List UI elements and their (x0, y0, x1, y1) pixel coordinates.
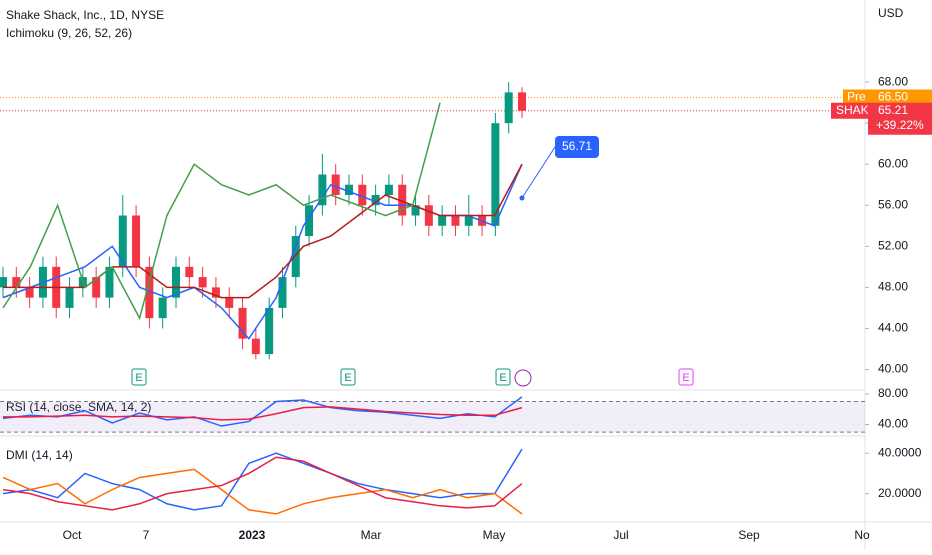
candle-body (185, 266, 194, 278)
candle-body (331, 174, 340, 195)
candle-body (105, 266, 114, 298)
chart-title: Shake Shack, Inc., 1D, NYSE (6, 8, 164, 22)
candle-body (424, 205, 433, 226)
rsi-line (3, 406, 523, 421)
indicator-label: Ichimoku (9, 26, 52, 26) (6, 26, 132, 40)
candle-body (438, 215, 447, 226)
candle-body (132, 215, 141, 267)
y-tick-label: 60.00 (878, 156, 908, 170)
pre-value: 66.50 (878, 90, 908, 104)
x-tick-label: No (854, 528, 870, 542)
candle-body (225, 297, 234, 308)
x-tick-label: 7 (143, 528, 150, 542)
candle-body (278, 277, 287, 308)
y-tick-label: 40.0000 (878, 445, 922, 459)
y-tick-label: 20.0000 (878, 486, 922, 500)
candle-body (211, 287, 220, 298)
dmi-line (2, 448, 523, 511)
event-label: E (135, 372, 142, 384)
currency: USD (878, 6, 904, 20)
pre-value-badge (868, 89, 932, 106)
candle-body (491, 123, 500, 226)
candle-body (198, 277, 207, 288)
last-badge (868, 102, 932, 135)
candle-body (251, 338, 260, 355)
rsi-title: RSI (14, close, SMA, 14, 2) (6, 400, 151, 414)
symbol-label: SHAK (836, 103, 869, 117)
callout-leader (521, 146, 556, 199)
candle-body (451, 215, 460, 226)
callout-label: 56.71 (562, 139, 592, 153)
pre-badge (843, 89, 868, 106)
candle-body (358, 184, 367, 206)
dmi-line (2, 468, 523, 515)
candle-body (504, 92, 513, 124)
candle-body (291, 236, 300, 278)
candle-body (305, 205, 314, 237)
candle-body (345, 184, 353, 195)
candle-body (158, 297, 167, 319)
candle-body (25, 287, 34, 298)
x-tick-label: Sep (738, 528, 760, 542)
event-marker (131, 368, 147, 386)
event-marker (340, 368, 356, 386)
last-change: +39.22% (876, 118, 924, 132)
candle-body (172, 266, 180, 298)
y-tick-label: 40.00 (878, 417, 908, 431)
candle-body (65, 287, 74, 308)
pre-label: Pre (847, 90, 866, 104)
candle-body (518, 92, 526, 111)
x-tick-label: Jul (613, 528, 628, 542)
candle-body (145, 266, 154, 319)
candle-body (371, 195, 380, 206)
last-value: 65.21 (878, 103, 908, 117)
y-tick-label: 48.00 (878, 280, 908, 294)
rsi-line (2, 396, 523, 427)
event-marker (678, 368, 694, 386)
ichimoku-line (2, 102, 441, 321)
y-tick-label: 40.00 (878, 362, 908, 376)
candle-body (318, 174, 327, 206)
candle-body (464, 215, 473, 226)
callout-box (555, 136, 599, 158)
y-tick-label: 56.00 (878, 197, 908, 211)
event-label: E (344, 372, 351, 384)
candle-body (12, 277, 21, 288)
y-tick-label: 68.00 (878, 74, 908, 88)
candle-body (265, 307, 274, 355)
candle-body (384, 184, 393, 195)
y-tick-label: 52.00 (878, 238, 908, 252)
event-label: E (499, 372, 506, 384)
candle-body (92, 277, 101, 298)
event-marker (495, 368, 511, 386)
x-tick-label: May (483, 528, 506, 542)
split-icon (514, 369, 532, 387)
candle-body (411, 205, 420, 216)
candle-body (118, 215, 127, 267)
candle-body (238, 307, 247, 339)
x-tick-label: Mar (361, 528, 382, 542)
y-tick-label: 44.00 (878, 321, 908, 335)
event-label: E (682, 372, 689, 384)
symbol-badge (831, 102, 868, 119)
dmi-line (2, 456, 523, 511)
candle-body (398, 184, 407, 216)
x-tick-label: Oct (63, 528, 82, 542)
candle-body (0, 277, 7, 288)
x-tick-label: 2023 (239, 528, 266, 542)
y-tick-label: 80.00 (878, 386, 908, 400)
dmi-title: DMI (14, 14) (6, 448, 73, 462)
